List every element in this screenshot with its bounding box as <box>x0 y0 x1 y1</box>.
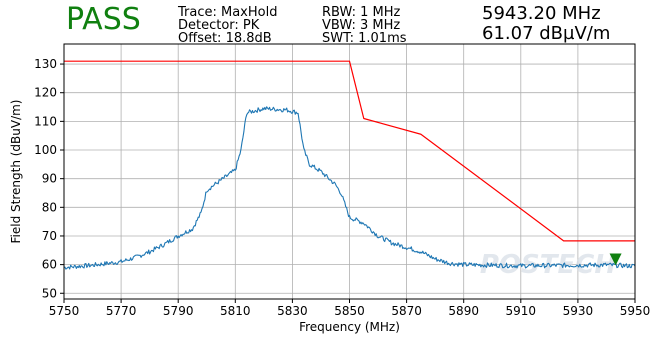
y-axis-title: Field Strength (dBuV/m) <box>9 100 23 244</box>
sweep-time-value: SWT: 1.01ms <box>322 31 407 46</box>
limit-line <box>64 60 635 242</box>
x-tick-label: 5870 <box>391 304 422 318</box>
trace-settings: Trace: MaxHold Detector: PK Offset: 18.8… <box>178 6 277 45</box>
x-tick-label: 5950 <box>620 304 651 318</box>
marker-readout: 5943.20 MHz 61.07 dBµV/m <box>482 4 610 44</box>
y-tick-label: 130 <box>34 57 57 71</box>
x-axis-ticks: 5750 5770 5790 5810 5830 5850 5870 5890 5910 5930… <box>49 299 651 318</box>
marker-frequency: 5943.20 MHz <box>482 3 601 24</box>
y-tick-label: 120 <box>34 86 57 100</box>
x-axis-title: Frequency (MHz) <box>299 320 400 334</box>
marker-level: 61.07 dBµV/m <box>482 23 611 44</box>
vbw-value: VBW: 3 MHz <box>322 18 401 33</box>
x-tick-label: 5750 <box>49 304 80 318</box>
measurement-trace <box>63 106 636 270</box>
y-axis-ticks: 50 60 70 80 90 100 110 120 130 <box>34 57 64 300</box>
trace-mode: Trace: MaxHold <box>178 5 278 20</box>
y-tick-label: 110 <box>34 114 57 128</box>
x-tick-label: 5790 <box>163 304 194 318</box>
marker-triangle-icon <box>609 253 622 266</box>
y-tick-label: 50 <box>42 286 57 300</box>
verdict-label: PASS <box>66 2 141 37</box>
y-tick-label: 90 <box>42 172 57 186</box>
x-tick-label: 5930 <box>563 304 594 318</box>
x-tick-label: 5890 <box>448 304 479 318</box>
y-tick-label: 80 <box>42 200 57 214</box>
x-tick-label: 5850 <box>334 304 365 318</box>
x-tick-label: 5830 <box>277 304 308 318</box>
bandwidth-settings: RBW: 1 MHz VBW: 3 MHz SWT: 1.01ms <box>322 6 407 45</box>
y-tick-label: 100 <box>34 143 57 157</box>
rbw-value: RBW: 1 MHz <box>322 5 401 20</box>
marker-group <box>609 253 622 266</box>
y-tick-label: 60 <box>42 258 57 272</box>
x-tick-label: 5910 <box>506 304 537 318</box>
x-tick-label: 5810 <box>220 304 251 318</box>
series-lines <box>63 60 636 270</box>
offset-value: Offset: 18.8dB <box>178 31 272 46</box>
detector-mode: Detector: PK <box>178 18 260 33</box>
y-tick-label: 70 <box>42 229 57 243</box>
x-tick-label: 5770 <box>106 304 137 318</box>
